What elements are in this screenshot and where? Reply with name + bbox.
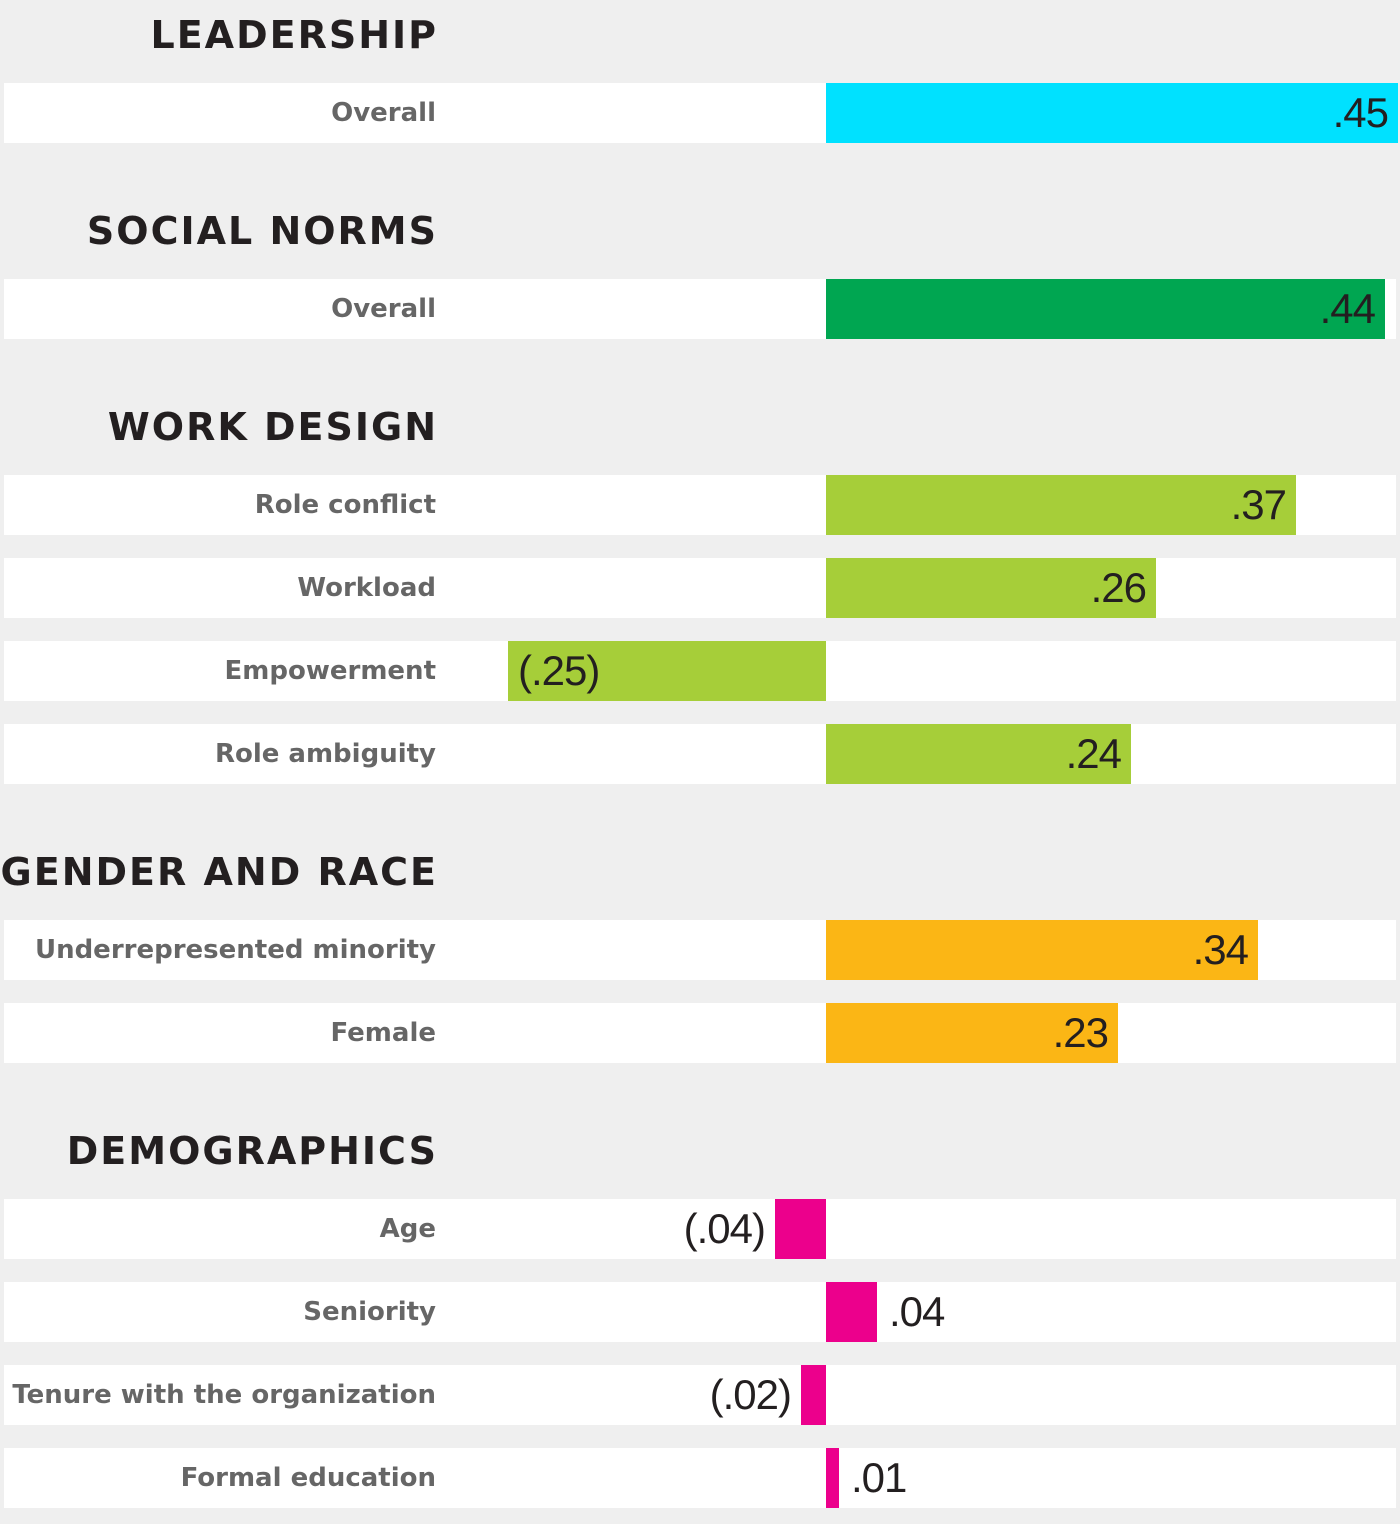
row-label: Role conflict (254, 490, 436, 520)
row-label: Female (330, 1018, 436, 1048)
row-label: Role ambiguity (214, 739, 436, 769)
data-label: .23 (1052, 1009, 1109, 1056)
row-label: Overall (331, 98, 436, 128)
section-title-demographics: DEMOGRAPHICS (66, 1129, 438, 1173)
data-label: (.04) (683, 1205, 766, 1252)
bar (508, 641, 826, 701)
bar (826, 475, 1296, 535)
bar (826, 724, 1131, 784)
data-label: .01 (851, 1454, 907, 1501)
bar (826, 920, 1258, 980)
row-label: Empowerment (224, 656, 436, 686)
data-label: .37 (1230, 481, 1287, 528)
data-label: .26 (1090, 564, 1147, 611)
table-row (4, 558, 1396, 618)
data-label: .44 (1319, 285, 1376, 332)
data-label: .04 (889, 1288, 945, 1335)
data-label: .24 (1065, 730, 1122, 777)
table-row (4, 724, 1396, 784)
row-label: Underrepresented minority (34, 935, 436, 965)
row-label: Tenure with the organization (12, 1380, 436, 1410)
bar (826, 1003, 1118, 1063)
data-label: .45 (1332, 89, 1389, 136)
section-title-gender-and-race: GENDER AND RACE (0, 850, 438, 894)
row-label: Workload (297, 573, 436, 603)
bar (826, 1448, 839, 1508)
bar (826, 558, 1156, 618)
bar (826, 1282, 877, 1342)
data-label: .34 (1192, 926, 1249, 973)
table-row (4, 1282, 1396, 1342)
bar (775, 1199, 826, 1259)
table-row (4, 1199, 1396, 1259)
table-row (4, 1365, 1396, 1425)
row-label: Seniority (303, 1297, 436, 1327)
data-label: (.02) (709, 1371, 792, 1418)
bar (801, 1365, 826, 1425)
row-label: Formal education (180, 1463, 436, 1493)
section-title-social-norms: SOCIAL NORMS (86, 209, 438, 253)
table-row (4, 1003, 1396, 1063)
data-label: (.25) (518, 647, 600, 694)
row-label: Overall (331, 294, 436, 324)
bar (826, 83, 1398, 143)
section-title-leadership: LEADERSHIP (150, 13, 438, 57)
bar (826, 279, 1385, 339)
table-row (4, 1448, 1396, 1508)
row-label: Age (379, 1214, 436, 1244)
section-title-work-design: WORK DESIGN (107, 405, 438, 449)
